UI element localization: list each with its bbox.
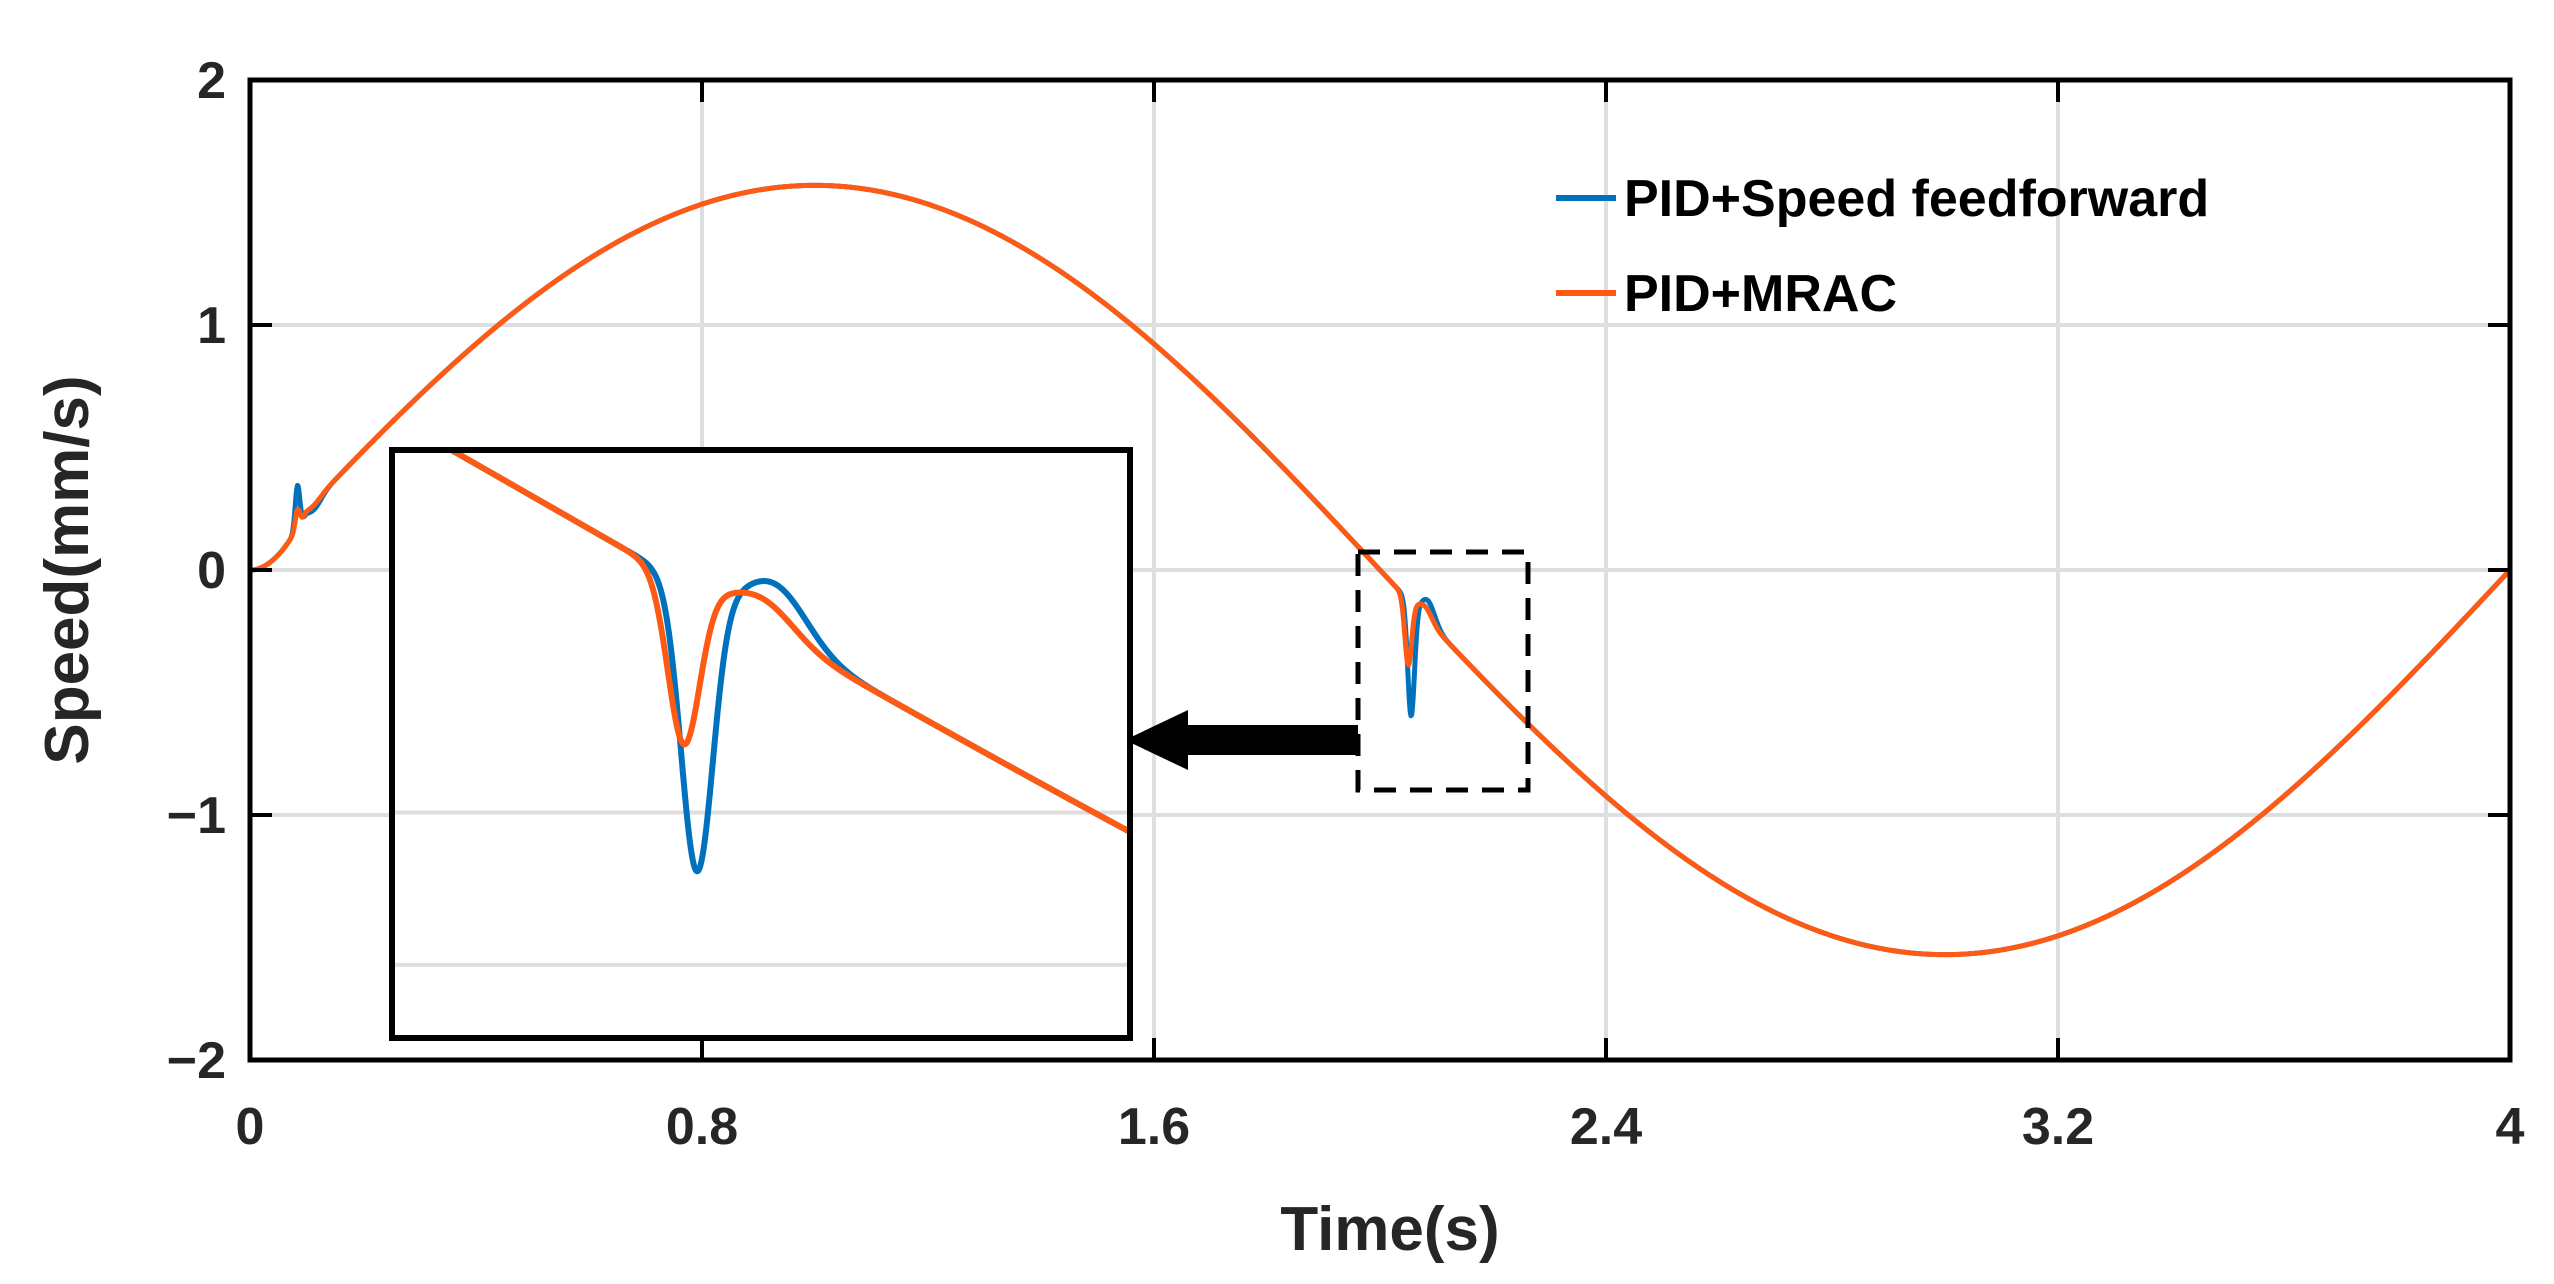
x-tick-label: 0.8	[666, 1098, 738, 1156]
y-tick-label: −2	[167, 1032, 226, 1090]
zoom-region-box	[1355, 549, 1531, 793]
y-tick-label: −1	[167, 787, 226, 845]
main-plot-lines	[250, 182, 2510, 958]
x-tick-labels: 0 0.8 1.6 2.4 3.2 4	[236, 1098, 2525, 1156]
inset-frame	[389, 447, 1133, 1041]
x-tick-label: 2.4	[1570, 1098, 1642, 1156]
y-tick-label: 0	[197, 542, 226, 600]
zoom-arrow	[1125, 710, 1358, 770]
series-pid-mrac	[250, 182, 2510, 958]
y-tick-label: 2	[197, 52, 226, 110]
inset-grid-lines	[395, 810, 1130, 967]
legend-label-pid-mrac: PID+MRAC	[1624, 265, 1897, 323]
inset-zoom	[389, 447, 1133, 1041]
tick-marks	[248, 78, 2512, 1062]
legend: PID+Speed feedforward PID+MRAC	[1556, 170, 2209, 323]
inset-plot-lines	[450, 453, 1133, 875]
x-axis-title: Time(s)	[1280, 1195, 1499, 1264]
x-tick-label: 4	[2496, 1098, 2525, 1156]
inset-series-pid-mrac	[450, 453, 1133, 835]
x-tick-label: 0	[236, 1098, 265, 1156]
y-tick-label: 1	[197, 297, 226, 355]
inset-background	[392, 450, 1130, 1038]
x-tick-label: 3.2	[2022, 1098, 2094, 1156]
y-tick-labels: −2 −1 0 1 2	[167, 52, 226, 1090]
legend-label-pid-speed-feedforward: PID+Speed feedforward	[1624, 170, 2209, 228]
x-tick-label: 1.6	[1118, 1098, 1190, 1156]
y-axis-title: Speed(mm/s)	[33, 375, 102, 764]
